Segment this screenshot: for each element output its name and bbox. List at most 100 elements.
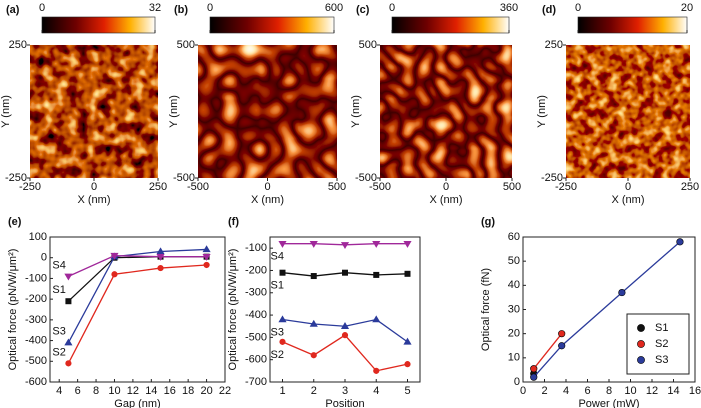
series-line xyxy=(533,241,681,378)
x-tick-label: -250 xyxy=(555,181,577,193)
heatmap-image xyxy=(30,45,158,178)
marker xyxy=(372,240,381,248)
x-tick-label: 250 xyxy=(149,181,167,193)
y-tick-label: 30 xyxy=(508,303,520,315)
y-tick-label: 250 xyxy=(9,39,27,51)
x-tick-label: 0 xyxy=(443,181,449,193)
x-tick-label: 1 xyxy=(279,385,285,397)
panel-label: (a) xyxy=(6,4,20,16)
legend-marker xyxy=(637,324,645,332)
series-line xyxy=(67,248,207,343)
y-tick-label: -250 xyxy=(5,172,27,184)
y-tick-label: -200 xyxy=(245,264,267,276)
x-axis-label: X (nm) xyxy=(251,194,284,206)
x-tick-label: 0 xyxy=(520,385,526,397)
y-tick-label: -500 xyxy=(173,172,195,184)
x-tick-label: 14 xyxy=(667,385,679,397)
x-tick-label: 0 xyxy=(264,181,270,193)
marker xyxy=(202,245,211,253)
panel-label: (f) xyxy=(228,216,239,228)
marker xyxy=(310,352,317,359)
x-tick-label: 0 xyxy=(91,181,97,193)
x-axis-label: X (nm) xyxy=(78,194,111,206)
marker xyxy=(404,361,411,368)
colorbar xyxy=(577,16,688,34)
x-tick-label: -250 xyxy=(19,181,41,193)
marker xyxy=(530,373,538,381)
marker xyxy=(676,238,684,246)
x-tick-label: 0 xyxy=(625,181,631,193)
y-tick-label: -400 xyxy=(25,334,47,346)
y-tick-label: -100 xyxy=(245,242,267,254)
x-tick-label: 8 xyxy=(93,385,99,397)
x-tick-label: 10 xyxy=(624,385,636,397)
series-label: S1 xyxy=(52,284,65,296)
legend-marker xyxy=(637,356,645,364)
marker xyxy=(156,247,165,255)
y-tick-label: -300 xyxy=(245,287,267,299)
colorbar-tick-label: 0 xyxy=(39,2,45,14)
y-tick-label: 40 xyxy=(508,279,520,291)
marker xyxy=(111,271,118,278)
marker xyxy=(530,365,538,373)
marker xyxy=(341,332,349,339)
colorbar-tick-label: 20 xyxy=(681,2,693,14)
x-tick-label: 4 xyxy=(56,385,62,397)
marker xyxy=(618,288,626,297)
y-tick-label: -500 xyxy=(25,355,47,367)
marker xyxy=(279,338,286,345)
plot-frame xyxy=(269,236,421,383)
marker xyxy=(310,273,317,280)
x-tick-label: 10 xyxy=(108,385,120,397)
colorbar-tick-label: 0 xyxy=(207,2,213,14)
y-tick-label: -500 xyxy=(245,331,267,343)
colorbar-tick-label: 32 xyxy=(149,2,161,14)
x-tick-label: 4 xyxy=(373,385,379,397)
x-tick-label: 22 xyxy=(219,385,231,397)
y-tick-label: -200 xyxy=(25,293,47,305)
marker xyxy=(279,269,286,276)
x-tick-label: -500 xyxy=(187,181,209,193)
x-tick-label: 4 xyxy=(563,385,569,397)
y-tick-label: -500 xyxy=(355,172,377,184)
y-axis-label: Y (nm) xyxy=(536,95,548,128)
series-label: S2 xyxy=(52,346,65,358)
series-label: S3 xyxy=(271,326,284,338)
y-tick-label: -100 xyxy=(25,272,47,284)
y-tick-label: -250 xyxy=(541,172,563,184)
x-tick-label: 18 xyxy=(182,385,194,397)
marker xyxy=(278,240,287,248)
plot-frame xyxy=(49,236,226,383)
y-tick-label: 0 xyxy=(41,252,47,264)
y-tick-label: -600 xyxy=(25,376,47,388)
marker xyxy=(403,240,412,248)
colorbar-tick-label: 360 xyxy=(500,2,518,14)
x-tick-label: 20 xyxy=(200,385,212,397)
y-axis-label: Y (nm) xyxy=(0,95,12,128)
y-axis-label: Optical force (fN) xyxy=(480,268,492,351)
heatmap-image xyxy=(198,45,337,178)
x-tick-label: 8 xyxy=(606,385,612,397)
marker xyxy=(156,253,165,261)
series-label: S4 xyxy=(52,259,65,271)
series-line xyxy=(533,333,563,370)
colorbar xyxy=(209,16,335,34)
colorbar-tick-label: 0 xyxy=(389,2,395,14)
x-tick-label: 16 xyxy=(689,385,701,397)
y-tick-label: 500 xyxy=(177,39,195,51)
series-label: S4 xyxy=(271,251,284,263)
x-tick-label: 250 xyxy=(681,181,699,193)
x-tick-label: 6 xyxy=(75,385,81,397)
x-axis-label: Power (mW) xyxy=(578,398,639,408)
marker xyxy=(157,264,164,272)
series-label: S2 xyxy=(271,349,284,361)
colorbar xyxy=(391,16,510,34)
heatmap-image xyxy=(566,45,690,178)
y-tick-label: -300 xyxy=(25,314,47,326)
panel-label: (g) xyxy=(481,216,495,228)
marker xyxy=(65,360,72,367)
y-tick-label: -400 xyxy=(245,309,267,321)
marker xyxy=(64,338,73,346)
y-tick-label: 10 xyxy=(508,352,520,364)
y-axis-label: Y (nm) xyxy=(168,95,180,128)
